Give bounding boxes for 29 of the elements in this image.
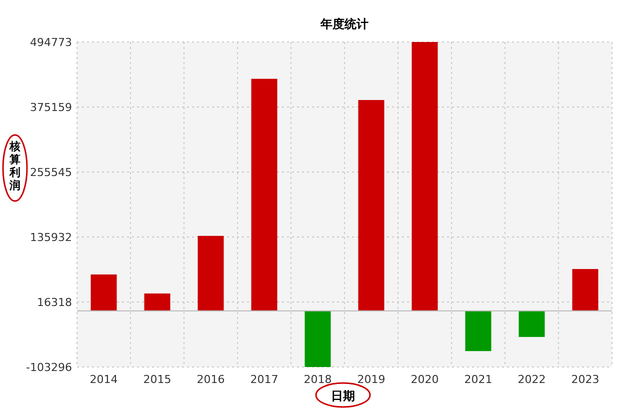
y-tick-label: 255545 [30, 166, 72, 179]
x-tick-label: 2015 [143, 373, 172, 386]
x-tick-label: 2018 [304, 373, 332, 386]
x-tick-label: 2019 [357, 373, 386, 386]
x-tick-label: 2016 [196, 373, 225, 386]
chart-title: 年度统计 [320, 17, 368, 31]
y-tick-label: 375159 [30, 101, 72, 114]
x-tick-label: 2017 [250, 373, 278, 386]
bar [251, 78, 278, 311]
bar [198, 236, 224, 311]
y-tick-label: 494773 [30, 36, 72, 49]
bar [518, 310, 545, 337]
bar [90, 274, 117, 311]
y-axis-title: 核算利润 [8, 140, 20, 192]
bar [144, 293, 170, 311]
x-axis-title: 日期 [331, 389, 355, 403]
y-tick-label: 135932 [30, 231, 72, 244]
x-tick-label: 2021 [464, 373, 492, 386]
x-tick-label: 2014 [90, 373, 118, 386]
y-tick-label: 16318 [37, 296, 72, 309]
x-tick-label: 2022 [518, 373, 546, 386]
bar [465, 310, 492, 352]
bar [572, 269, 598, 311]
x-tick-label: 2020 [410, 373, 439, 386]
bar [412, 42, 438, 311]
y-tick-label: -103296 [26, 361, 72, 374]
x-tick-label: 2023 [571, 373, 600, 386]
bar [304, 310, 331, 367]
bar [358, 100, 384, 311]
